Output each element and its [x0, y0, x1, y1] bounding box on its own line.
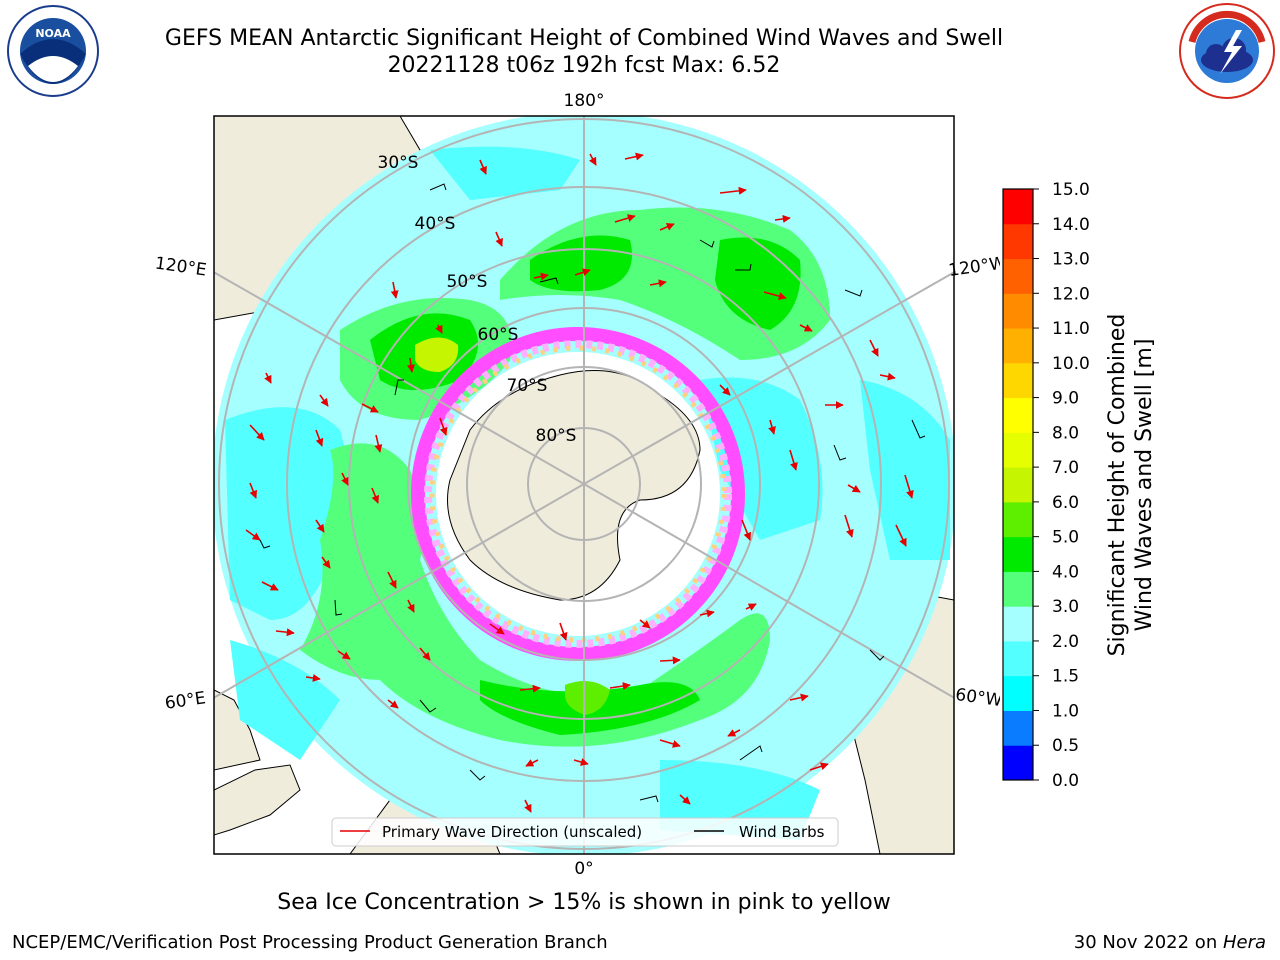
- colorbar-tick-label: 14.0: [1052, 215, 1090, 235]
- colorbar-swatch: [1003, 571, 1033, 607]
- lon-label-180: 180°: [564, 91, 605, 111]
- colorbar-tick-label: 5.0: [1052, 528, 1079, 548]
- colorbar-tick-label: 0.5: [1052, 736, 1079, 756]
- footer-host: Hera: [1222, 932, 1266, 953]
- primary-wave-arrows: [245, 152, 914, 813]
- colorbar-swatch: [1003, 432, 1033, 468]
- colorbar-tick-label: 10.0: [1052, 354, 1090, 374]
- lat-label-60s: 60°S: [478, 325, 519, 345]
- colorbar-tick-label: 3.0: [1052, 597, 1079, 617]
- graticule: [214, 116, 954, 854]
- lon-label-0: 0°: [574, 859, 593, 879]
- footer-date-text: 30 Nov 2022 on: [1073, 932, 1223, 953]
- colorbar-tick-label: 8.0: [1052, 423, 1079, 443]
- sea-ice-caption: Sea Ice Concentration > 15% is shown in …: [277, 890, 891, 915]
- lat-label-30s: 30°S: [378, 153, 419, 173]
- map-subtitle: 20221128 t06z 192h fcst Max: 6.52: [387, 53, 781, 78]
- colorbar-tick-label: 1.5: [1052, 667, 1079, 687]
- colorbar-swatch: [1003, 675, 1033, 711]
- colorbar-tick-label: 4.0: [1052, 562, 1079, 582]
- noaa-logo-text: NOAA: [35, 27, 71, 40]
- colorbar-label-line2: Wind Waves and Swell [m]: [1132, 339, 1157, 632]
- colorbar-tick-label: 6.0: [1052, 493, 1079, 513]
- colorbar-tick-label: 2.0: [1052, 632, 1079, 652]
- colorbar-swatch: [1003, 640, 1033, 677]
- colorbar-tick-label: 13.0: [1052, 250, 1090, 270]
- lat-label-50s: 50°S: [447, 272, 488, 292]
- colorbar-label-line1: Significant Height of Combined: [1105, 314, 1130, 657]
- legend-wind-barb-label: Wind Barbs: [739, 823, 825, 841]
- colorbar-ticks: 0.0 0.5 1.0 1.5 2.0 3.0 4.0 5.0 6.0 7.0 8.0 9.0 10.0…: [1033, 180, 1090, 791]
- colorbar-swatch: [1003, 189, 1033, 225]
- colorbar-tick-label: 11.0: [1052, 319, 1090, 339]
- map-legend: Primary Wave Direction (unscaled) Wind B…: [331, 817, 839, 847]
- colorbar-swatch: [1003, 501, 1033, 538]
- colorbar-swatch: [1003, 397, 1033, 433]
- nws-logo-icon: [1179, 3, 1275, 99]
- colorbar-swatch: [1003, 606, 1033, 642]
- colorbar-swatch: [1003, 328, 1033, 364]
- lon-label-120e: 120°E: [154, 254, 208, 281]
- colorbar-swatch: [1003, 467, 1033, 503]
- colorbar-swatch: [1003, 362, 1033, 399]
- colorbar-tick-label: 15.0: [1052, 180, 1090, 200]
- lat-label-70s: 70°S: [507, 376, 548, 396]
- polar-map: 180° 120°E 120°W 60°E 60°W 0° 30°S 40°S …: [154, 91, 1000, 879]
- colorbar: 0.0 0.5 1.0 1.5 2.0 3.0 4.0 5.0 6.0 7.0 8.0 9.0 10.0…: [1002, 180, 1157, 791]
- colorbar-tick-label: 7.0: [1052, 458, 1079, 478]
- antarctica-land: [447, 370, 701, 601]
- lat-label-80s: 80°S: [536, 426, 577, 446]
- colorbar-tick-label: 0.0: [1052, 771, 1079, 791]
- lat-label-40s: 40°S: [415, 214, 456, 234]
- footer-date: 30 Nov 2022 on Hera: [1074, 932, 1266, 953]
- colorbar-swatch: [1003, 745, 1033, 781]
- colorbar-swatch: [1003, 710, 1033, 746]
- colorbar-swatch: [1003, 258, 1033, 294]
- wind-barbs: [259, 183, 926, 803]
- colorbar-tick-label: 9.0: [1052, 389, 1079, 409]
- lon-label-120w: 120°W: [947, 253, 1000, 281]
- colorbar-swatch: [1003, 223, 1033, 260]
- footer-branch: NCEP/EMC/Verification Post Processing Pr…: [12, 932, 608, 953]
- colorbar-tick-label: 12.0: [1052, 284, 1090, 304]
- map-frame: [213, 115, 955, 855]
- lon-label-60w: 60°W: [954, 685, 1000, 711]
- legend-primary-wave-label: Primary Wave Direction (unscaled): [382, 823, 642, 841]
- colorbar-swatches: [1003, 189, 1033, 781]
- colorbar-swatch: [1003, 293, 1033, 329]
- lon-label-60e: 60°E: [164, 688, 207, 713]
- noaa-logo-icon: NOAA: [7, 5, 99, 97]
- colorbar-swatch: [1003, 536, 1033, 572]
- map-title: GEFS MEAN Antarctic Significant Height o…: [164, 26, 1004, 51]
- colorbar-tick-label: 1.0: [1052, 701, 1079, 721]
